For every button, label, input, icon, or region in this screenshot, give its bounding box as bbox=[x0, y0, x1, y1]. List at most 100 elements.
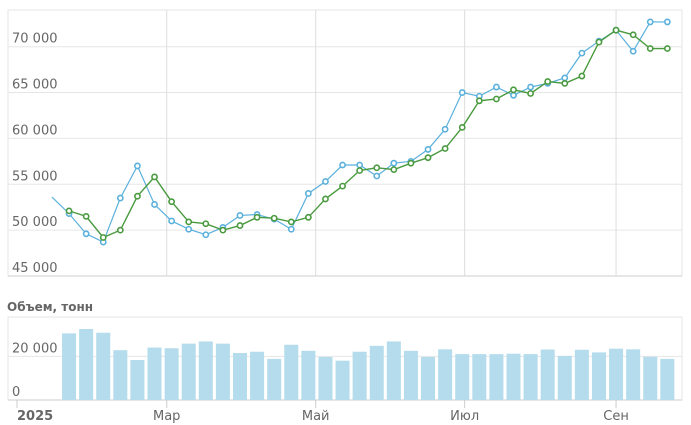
price-point[interactable] bbox=[663, 18, 671, 26]
price-point[interactable] bbox=[236, 212, 244, 219]
price-y-tick-label: 45 000 bbox=[12, 261, 58, 276]
price-point[interactable] bbox=[151, 173, 158, 181]
volume-bar[interactable] bbox=[232, 353, 247, 400]
volume-bar[interactable] bbox=[591, 352, 606, 400]
volume-bar[interactable] bbox=[660, 358, 675, 400]
price-point[interactable] bbox=[339, 182, 346, 190]
volume-bar[interactable] bbox=[609, 348, 624, 400]
price-point[interactable] bbox=[304, 190, 312, 197]
volume-bar[interactable] bbox=[267, 358, 282, 400]
price-point[interactable] bbox=[116, 226, 124, 234]
volume-bar[interactable] bbox=[130, 360, 145, 400]
volume-bar[interactable] bbox=[284, 344, 299, 400]
price-point[interactable] bbox=[82, 230, 90, 238]
volume-bar[interactable] bbox=[626, 349, 641, 400]
volume-bar[interactable] bbox=[540, 349, 555, 400]
price-point[interactable] bbox=[629, 31, 637, 39]
volume-bar[interactable] bbox=[250, 351, 265, 400]
volume-bar[interactable] bbox=[181, 343, 196, 400]
price-point[interactable] bbox=[424, 146, 432, 153]
volume-bar[interactable] bbox=[164, 348, 179, 400]
price-point[interactable] bbox=[304, 213, 312, 221]
volume-bar[interactable] bbox=[301, 350, 316, 400]
price-point[interactable] bbox=[390, 166, 398, 173]
price-point[interactable] bbox=[646, 45, 654, 52]
price-point[interactable] bbox=[629, 47, 637, 55]
price-point[interactable] bbox=[527, 83, 534, 91]
volume-bar[interactable] bbox=[557, 355, 572, 400]
price-point[interactable] bbox=[339, 161, 346, 169]
price-point[interactable] bbox=[390, 159, 398, 167]
volume-bar[interactable] bbox=[215, 343, 230, 400]
volume-bar[interactable] bbox=[489, 354, 504, 400]
price-point[interactable] bbox=[561, 79, 569, 87]
price-point[interactable] bbox=[236, 222, 244, 229]
price-point[interactable] bbox=[407, 159, 415, 167]
price-point[interactable] bbox=[116, 194, 124, 202]
price-point[interactable] bbox=[373, 172, 381, 180]
price-point[interactable] bbox=[99, 234, 107, 241]
price-point[interactable] bbox=[356, 161, 364, 169]
volume-bar[interactable] bbox=[198, 341, 213, 400]
price-point[interactable] bbox=[458, 89, 466, 96]
volume-bar[interactable] bbox=[79, 329, 94, 400]
price-point[interactable] bbox=[510, 86, 517, 94]
price-point[interactable] bbox=[441, 145, 449, 152]
volume-bar[interactable] bbox=[455, 354, 470, 400]
price-point[interactable] bbox=[510, 91, 517, 99]
price-point[interactable] bbox=[578, 72, 586, 80]
price-point[interactable] bbox=[202, 220, 210, 228]
price-point[interactable] bbox=[287, 225, 295, 233]
volume-bar[interactable] bbox=[472, 354, 487, 400]
volume-bar[interactable] bbox=[318, 356, 333, 400]
price-point[interactable] bbox=[373, 164, 381, 172]
price-point[interactable] bbox=[185, 225, 193, 233]
price-y-tick-label: 55 000 bbox=[12, 169, 58, 184]
volume-bar[interactable] bbox=[506, 353, 521, 400]
price-point[interactable] bbox=[663, 45, 671, 52]
price-point[interactable] bbox=[544, 78, 552, 85]
price-point[interactable] bbox=[527, 90, 534, 97]
price-point[interactable] bbox=[578, 49, 586, 57]
price-point[interactable] bbox=[134, 162, 141, 170]
price-point[interactable] bbox=[493, 83, 500, 91]
price-point[interactable] bbox=[441, 125, 449, 133]
price-point[interactable] bbox=[168, 198, 176, 206]
volume-bar[interactable] bbox=[335, 360, 350, 400]
price-point[interactable] bbox=[595, 38, 603, 46]
price-point[interactable] bbox=[475, 97, 483, 105]
price-point[interactable] bbox=[219, 226, 227, 234]
volume-bar[interactable] bbox=[386, 341, 401, 400]
volume-bar[interactable] bbox=[96, 332, 111, 400]
price-point[interactable] bbox=[322, 178, 329, 185]
price-point[interactable] bbox=[493, 95, 500, 103]
volume-bar[interactable] bbox=[62, 333, 77, 400]
volume-bar[interactable] bbox=[352, 351, 367, 400]
price-point[interactable] bbox=[612, 26, 620, 34]
volume-bar[interactable] bbox=[113, 350, 128, 400]
volume-bar[interactable] bbox=[643, 356, 658, 400]
price-point[interactable] bbox=[356, 167, 364, 174]
volume-bar[interactable] bbox=[438, 349, 453, 400]
price-point[interactable] bbox=[151, 201, 158, 208]
price-point[interactable] bbox=[458, 124, 466, 131]
price-point[interactable] bbox=[185, 218, 193, 226]
volume-bar[interactable] bbox=[403, 350, 418, 400]
volume-bar[interactable] bbox=[421, 356, 436, 400]
price-point[interactable] bbox=[202, 231, 210, 239]
price-point[interactable] bbox=[424, 154, 432, 162]
price-point[interactable] bbox=[82, 212, 90, 220]
price-point[interactable] bbox=[134, 192, 141, 200]
price-point[interactable] bbox=[270, 214, 278, 222]
volume-bar[interactable] bbox=[147, 347, 162, 400]
price-point[interactable] bbox=[646, 18, 654, 26]
volume-bar[interactable] bbox=[523, 354, 538, 400]
price-point[interactable] bbox=[561, 74, 569, 82]
volume-bar[interactable] bbox=[369, 345, 384, 400]
price-point[interactable] bbox=[322, 195, 329, 203]
price-point[interactable] bbox=[65, 207, 73, 215]
volume-bar[interactable] bbox=[574, 349, 589, 400]
price-point[interactable] bbox=[253, 213, 261, 221]
price-point[interactable] bbox=[168, 217, 176, 225]
price-point[interactable] bbox=[287, 218, 295, 226]
